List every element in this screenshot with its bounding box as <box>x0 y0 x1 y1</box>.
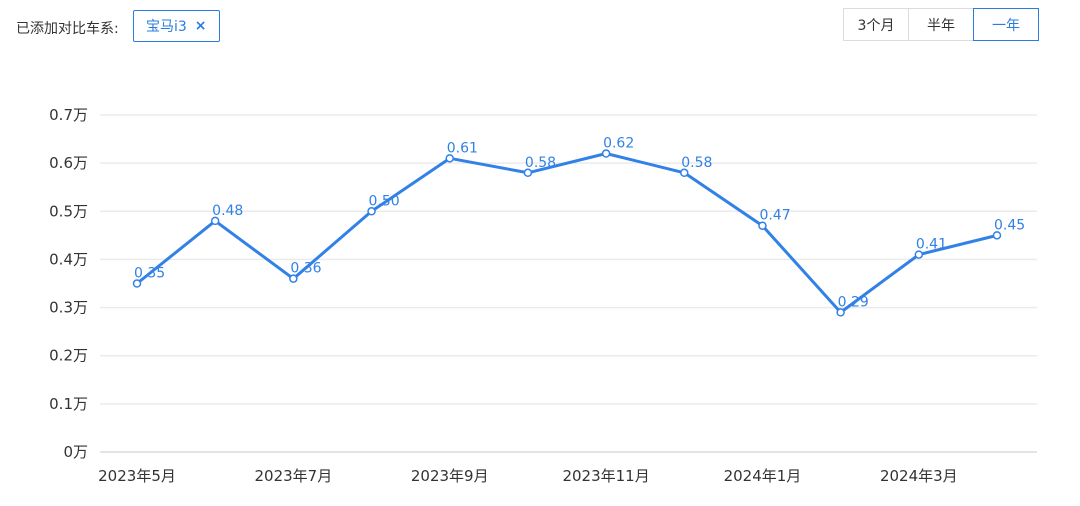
data-point-label: 0.47 <box>759 208 790 224</box>
data-point-label: 0.48 <box>212 203 243 219</box>
data-point-marker <box>601 149 611 158</box>
data-point-marker <box>914 250 924 259</box>
data-point-marker <box>758 221 767 230</box>
data-point-label: 0.29 <box>838 294 869 310</box>
data-point-marker <box>289 274 298 283</box>
y-axis-tick-label: 0.4万 <box>49 250 88 268</box>
data-point-marker <box>367 207 376 216</box>
y-axis-tick-label: 0.1万 <box>49 395 88 413</box>
data-point-label: 0.50 <box>369 193 400 209</box>
y-axis-tick-label: 0万 <box>63 443 88 461</box>
x-axis-tick-label: 2024年3月 <box>880 467 958 485</box>
y-axis-tick-label: 0.5万 <box>49 202 88 220</box>
compare-tag-bmw-i3[interactable]: 宝马i3 × <box>133 10 220 42</box>
data-point-marker <box>992 231 1002 240</box>
time-range-button-group: 3个月 半年 一年 <box>843 8 1039 41</box>
compare-series-label: 已添加对比车系: <box>16 21 119 37</box>
data-point-marker <box>210 216 220 226</box>
close-icon[interactable]: × <box>194 18 207 34</box>
x-axis-tick-label: 2023年5月 <box>98 467 176 485</box>
x-axis-tick-label: 2023年11月 <box>562 467 649 485</box>
y-axis-tick-label: 0.7万 <box>49 106 88 124</box>
data-point-label: 0.45 <box>994 217 1025 233</box>
y-axis-tick-label: 0.3万 <box>49 299 88 317</box>
data-point-label: 0.58 <box>525 155 556 171</box>
x-axis-tick-label: 2024年1月 <box>724 467 802 485</box>
range-button-3months[interactable]: 3个月 <box>843 8 909 41</box>
data-point-marker <box>132 279 142 288</box>
data-point-label: 0.58 <box>681 155 712 171</box>
data-point-label: 0.36 <box>290 261 321 277</box>
data-point-label: 0.61 <box>447 140 478 156</box>
x-axis-tick-label: 2023年7月 <box>255 467 333 485</box>
y-axis-tick-label: 0.6万 <box>49 154 88 172</box>
data-point-label: 0.35 <box>134 266 165 282</box>
data-point-label: 0.41 <box>916 237 947 253</box>
data-point-label: 0.62 <box>603 136 634 152</box>
sales-series-line <box>135 152 999 314</box>
data-point-marker <box>836 308 845 317</box>
x-axis-tick-label: 2023年9月 <box>411 467 489 485</box>
data-point-marker <box>680 168 689 178</box>
compare-tag-label: 宝马i3 <box>146 19 187 35</box>
data-point-marker <box>445 154 454 163</box>
range-button-oneyear[interactable]: 一年 <box>973 8 1039 41</box>
data-point-marker <box>523 168 533 178</box>
y-axis-tick-label: 0.2万 <box>49 347 88 365</box>
